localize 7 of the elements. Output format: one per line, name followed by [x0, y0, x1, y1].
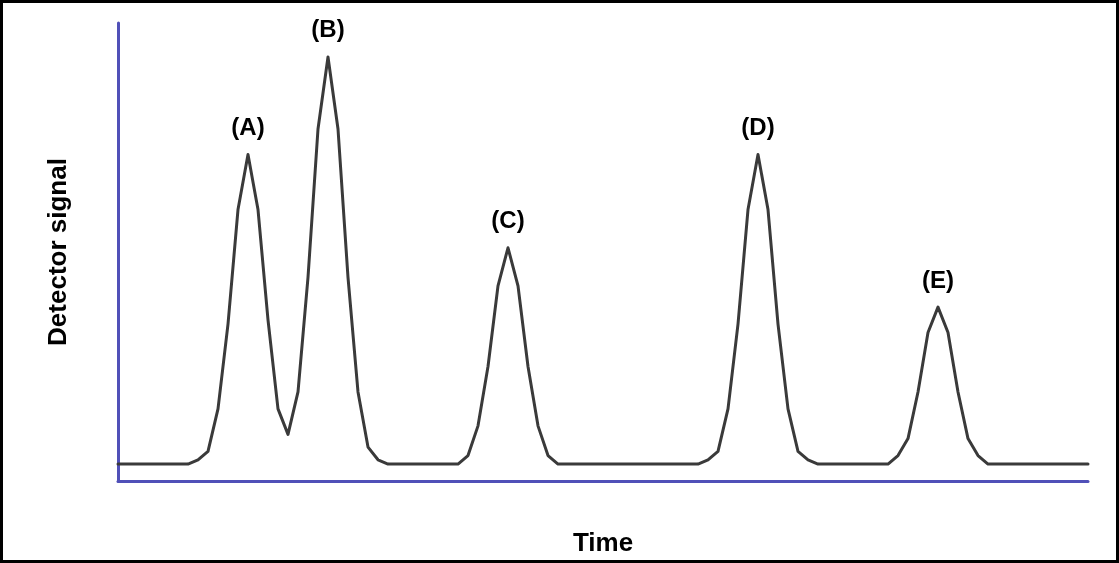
annotation: (C)	[491, 206, 525, 234]
annotation: (A)	[231, 112, 265, 140]
y-axis-title: Detector signal	[42, 158, 72, 346]
text: (B)	[311, 15, 345, 43]
annotation: (E)	[922, 265, 954, 293]
annotation: (D)	[741, 112, 775, 140]
x-axis-title: Time	[572, 527, 634, 557]
